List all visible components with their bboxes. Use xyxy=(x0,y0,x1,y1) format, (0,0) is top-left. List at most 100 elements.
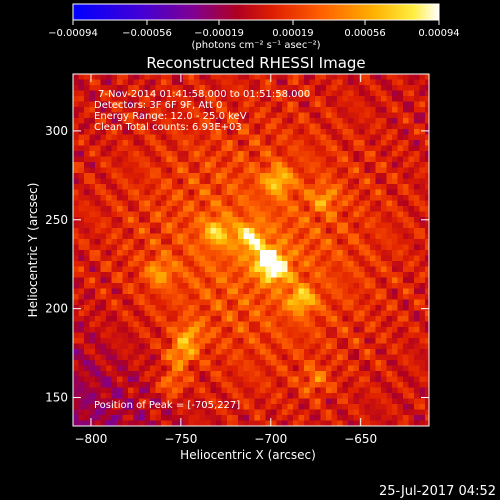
heatmap-cell xyxy=(326,206,332,212)
heatmap-cell xyxy=(177,299,184,306)
heatmap-cell xyxy=(210,261,217,267)
heatmap-cell xyxy=(144,272,151,278)
heatmap-cell xyxy=(337,343,343,350)
heatmap-cell xyxy=(183,288,189,295)
heatmap-cell xyxy=(100,299,107,306)
heatmap-cell xyxy=(78,382,85,388)
heatmap-cell xyxy=(287,189,294,196)
y-tick-label: 250 xyxy=(45,213,68,227)
heatmap-cell xyxy=(370,404,376,410)
heatmap-cell xyxy=(133,250,140,256)
heatmap-cell xyxy=(227,266,233,273)
heatmap-cell xyxy=(122,266,129,273)
heatmap-cell xyxy=(161,288,167,295)
heatmap-cell xyxy=(232,349,239,355)
heatmap-cell xyxy=(161,387,167,394)
heatmap-cell xyxy=(155,349,162,355)
heatmap-cell xyxy=(309,162,316,168)
heatmap-cell xyxy=(397,409,404,416)
heatmap-cell xyxy=(348,404,354,410)
heatmap-cell xyxy=(166,316,173,322)
heatmap-cell xyxy=(221,145,228,152)
heatmap-cell xyxy=(414,365,420,372)
heatmap-cell xyxy=(106,376,112,383)
heatmap-cell xyxy=(199,140,206,146)
heatmap-cell xyxy=(397,376,404,383)
heatmap-cell xyxy=(392,332,398,339)
heatmap-cell xyxy=(150,255,156,262)
heatmap-cell xyxy=(260,255,266,262)
heatmap-cell xyxy=(359,277,365,284)
heatmap-cell xyxy=(326,222,332,229)
heatmap-cell xyxy=(271,393,277,399)
heatmap-cell xyxy=(161,129,167,135)
heatmap-cell xyxy=(414,162,420,168)
heatmap-cell xyxy=(199,211,206,218)
heatmap-cell xyxy=(232,129,239,135)
heatmap-cell xyxy=(205,250,211,256)
heatmap-cell xyxy=(276,349,283,355)
heatmap-cell xyxy=(342,277,349,284)
heatmap-cell xyxy=(348,217,354,223)
heatmap-cell xyxy=(408,327,415,333)
heatmap-cell xyxy=(172,288,178,295)
heatmap-cell xyxy=(106,250,112,256)
heatmap-cell xyxy=(408,90,415,97)
heatmap-cell xyxy=(139,398,145,405)
heatmap-cell xyxy=(106,156,112,163)
heatmap-cell xyxy=(414,228,420,234)
heatmap-cell xyxy=(177,294,184,300)
heatmap-cell xyxy=(155,112,162,119)
heatmap-cell xyxy=(117,112,123,119)
heatmap-cell xyxy=(260,349,266,355)
heatmap-cell xyxy=(276,162,283,168)
heatmap-cell xyxy=(150,415,156,421)
heatmap-cell xyxy=(205,85,211,91)
heatmap-cell xyxy=(320,184,327,190)
heatmap-cell xyxy=(392,288,398,295)
heatmap-cell xyxy=(331,305,338,311)
heatmap-cell xyxy=(342,74,349,80)
heatmap-cell xyxy=(353,371,360,377)
heatmap-cell xyxy=(111,266,118,273)
heatmap-cell xyxy=(133,354,140,361)
heatmap-cell xyxy=(320,294,327,300)
heatmap-cell xyxy=(95,404,101,410)
heatmap-cell xyxy=(95,178,101,185)
heatmap-cell xyxy=(144,145,151,152)
heatmap-cell xyxy=(128,332,134,339)
heatmap-cell xyxy=(106,420,112,426)
heatmap-cell xyxy=(414,222,420,229)
heatmap-cell xyxy=(249,239,255,245)
heatmap-cell xyxy=(276,327,283,333)
heatmap-cell xyxy=(216,189,222,196)
heatmap-cell xyxy=(194,376,200,383)
heatmap-cell xyxy=(172,393,178,399)
heatmap-cell xyxy=(271,316,277,322)
heatmap-cell xyxy=(386,233,393,240)
heatmap-cell xyxy=(265,288,272,295)
heatmap-cell xyxy=(320,211,327,218)
heatmap-cell xyxy=(144,288,151,295)
heatmap-cell xyxy=(243,195,250,201)
heatmap-cell xyxy=(403,222,409,229)
heatmap-cell xyxy=(166,387,173,394)
heatmap-cell xyxy=(249,173,255,179)
heatmap-cell xyxy=(271,233,277,240)
heatmap-cell xyxy=(287,140,294,146)
heatmap-cell xyxy=(232,145,239,152)
heatmap-cell xyxy=(392,178,398,185)
heatmap-cell xyxy=(265,316,272,322)
heatmap-cell xyxy=(381,123,387,130)
heatmap-cell xyxy=(111,382,118,388)
heatmap-cell xyxy=(304,415,310,421)
heatmap-cell xyxy=(315,349,321,355)
heatmap-cell xyxy=(199,217,206,223)
heatmap-cell xyxy=(243,211,250,218)
heatmap-cell xyxy=(243,255,250,262)
heatmap-cell xyxy=(309,343,316,350)
heatmap-cell xyxy=(359,360,365,366)
heatmap-cell xyxy=(172,305,178,311)
heatmap-cell xyxy=(243,145,250,152)
heatmap-cell xyxy=(315,178,321,185)
